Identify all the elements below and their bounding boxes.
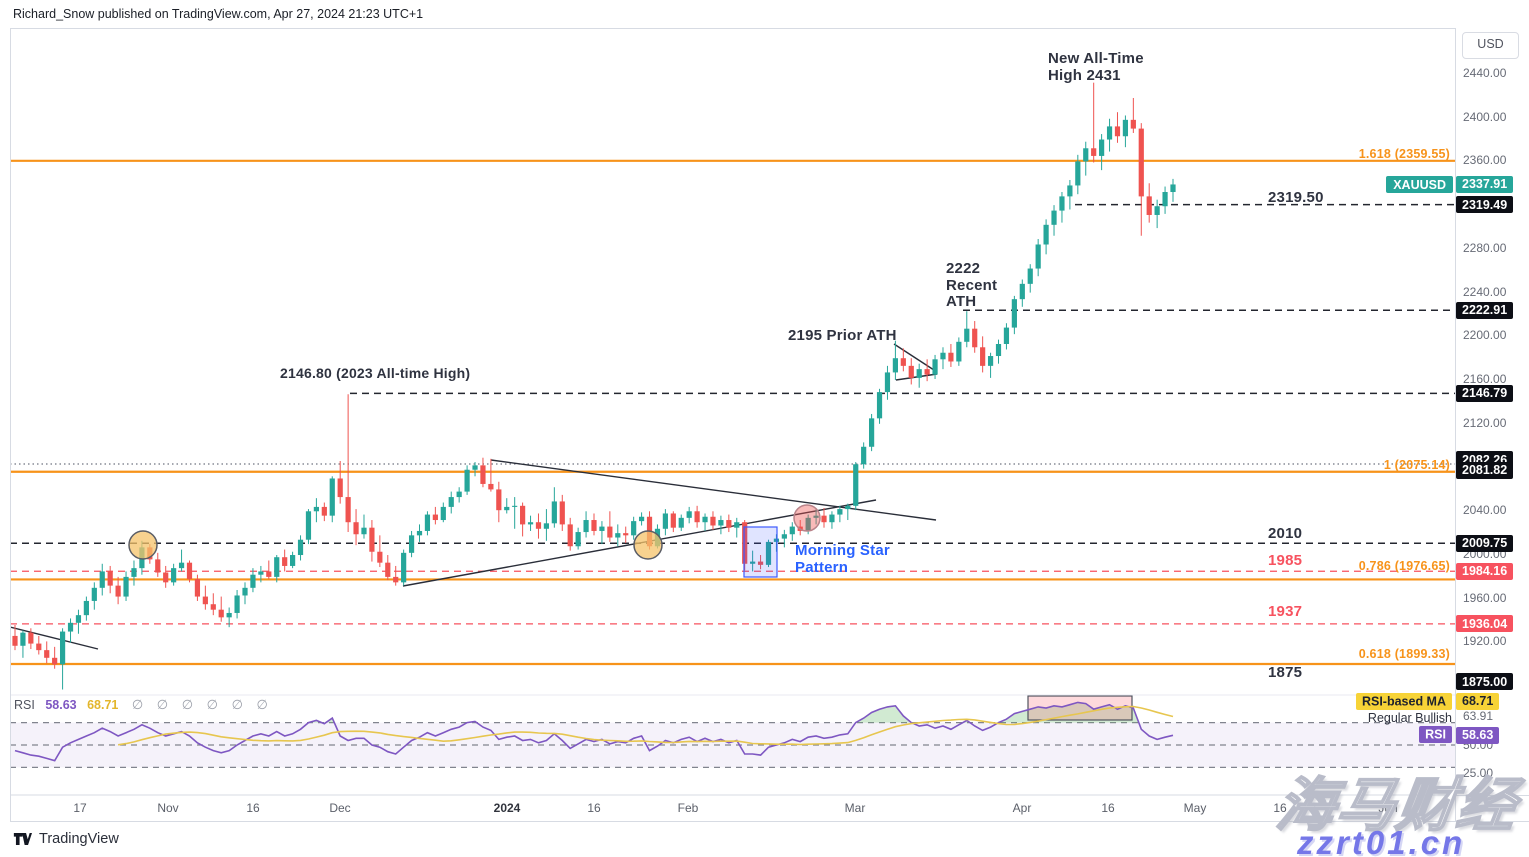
- x-axis-label-Nov[interactable]: Nov: [157, 801, 179, 815]
- annotation-new-ath: New All-Time High 2431: [1048, 50, 1144, 84]
- price-tick: 2240.00: [1463, 284, 1507, 299]
- price-badge-2009.75: 2009.75: [1456, 534, 1514, 552]
- tradingview-logo-icon: [13, 832, 32, 846]
- x-axis-label-Jun[interactable]: Jun: [1378, 801, 1398, 815]
- price-tick: 2440.00: [1463, 65, 1507, 80]
- morning-star-box: [743, 526, 778, 578]
- tradingview-brand[interactable]: TradingView: [39, 831, 119, 847]
- x-axis-label-May[interactable]: May: [1183, 801, 1207, 815]
- chart-plot-area[interactable]: [9, 28, 1455, 822]
- price-tick: 1960.00: [1463, 590, 1507, 605]
- annotation-2319: 2319.50: [1268, 189, 1324, 206]
- rsi-ma-line: [117, 705, 1174, 746]
- rsi-band: [10, 722, 1455, 768]
- annotation-recent-ath: 2222 Recent ATH: [946, 260, 998, 310]
- x-axis-label-16[interactable]: 16: [587, 801, 601, 815]
- published-byline: Richard_Snow published on TradingView.co…: [13, 7, 424, 21]
- x-axis-label-16[interactable]: 16: [1101, 801, 1115, 815]
- highlight-ellipse: [128, 530, 158, 560]
- price-badge-2222.91: 2222.91: [1456, 301, 1514, 319]
- price-badge-1936.04: 1936.04: [1456, 615, 1514, 633]
- price-badge-2146.79: 2146.79: [1456, 384, 1514, 402]
- annotation-1875: 1875: [1268, 664, 1303, 681]
- x-axis-label-Dec[interactable]: Dec: [329, 801, 351, 815]
- annotation-ath-2023: 2146.80 (2023 All-time High): [280, 365, 471, 381]
- breakout-circle: [793, 504, 821, 532]
- x-axis-label-16[interactable]: 16: [1273, 801, 1287, 815]
- fib-label-1618: 1.618 (2359.55): [1358, 147, 1450, 161]
- chart-canvas[interactable]: [9, 28, 1455, 822]
- rsi-ma-label: RSI-based MA: [1355, 692, 1452, 710]
- annotation-1937: 1937: [1268, 603, 1303, 620]
- price-tick: 1920.00: [1463, 634, 1507, 649]
- x-axis-label-17[interactable]: 17: [73, 801, 87, 815]
- annotation-morning-star: Morning Star Pattern: [795, 542, 890, 576]
- price-badge-1984.16: 1984.16: [1456, 562, 1514, 580]
- rsi-overbought-fill: [998, 702, 1139, 723]
- price-badge-2319.49: 2319.49: [1456, 196, 1514, 214]
- price-badge-2081.82: 2081.82: [1456, 461, 1514, 479]
- rsi-value-plain: 63.91: [1463, 709, 1494, 723]
- rsi-value: 58.63: [45, 698, 77, 712]
- candles: [12, 82, 1176, 690]
- rsi-badge-58.63: 58.63: [1456, 726, 1500, 744]
- annotation-2010: 2010: [1268, 525, 1303, 542]
- price-tick: 2360.00: [1463, 153, 1507, 168]
- rsi-title: RSI: [14, 698, 35, 712]
- price-tick: 2160.00: [1463, 371, 1507, 386]
- symbol-badge[interactable]: XAUUSD: [1386, 176, 1453, 193]
- x-axis-label-Feb[interactable]: Feb: [677, 801, 699, 815]
- x-axis-label-2024[interactable]: 2024: [493, 801, 521, 815]
- price-tick: 2040.00: [1463, 503, 1507, 518]
- currency-toggle-button[interactable]: USD: [1462, 32, 1519, 59]
- price-tick: 2200.00: [1463, 328, 1507, 343]
- price-tick: 2280.00: [1463, 240, 1507, 255]
- divergence-label: Regular Bullish: [1367, 711, 1452, 725]
- rsi-ma-value: 68.71: [87, 698, 119, 712]
- x-axis-label-Apr[interactable]: Apr: [1012, 801, 1032, 815]
- price-tick: 2120.00: [1463, 415, 1507, 430]
- chart-border: [10, 28, 1455, 822]
- annotation-1985: 1985: [1268, 552, 1303, 569]
- highlight-ellipse: [633, 530, 663, 560]
- x-axis-label-16[interactable]: 16: [246, 801, 260, 815]
- price-tick: 2400.00: [1463, 109, 1507, 124]
- hidden-source-icons[interactable]: ∅ ∅ ∅ ∅ ∅ ∅: [131, 697, 273, 712]
- x-axis-label-Mar[interactable]: Mar: [844, 801, 866, 815]
- rsi-overbought-fill: [855, 705, 912, 723]
- fib-label-0786: 0.786 (1976.65): [1358, 559, 1450, 573]
- rsi-label: RSI: [1419, 725, 1452, 743]
- rsi-badge-68.71: 68.71: [1456, 692, 1500, 710]
- fib-label-0618: 0.618 (1899.33): [1358, 647, 1450, 661]
- trendlines: [9, 343, 938, 650]
- rsi-pane-header: RSI 58.63 68.71 ∅ ∅ ∅ ∅ ∅ ∅: [14, 697, 273, 713]
- fib-label-1: 1 (2075.14): [1383, 458, 1450, 472]
- price-badge-1875.00: 1875.00: [1456, 673, 1514, 691]
- rsi-tick: 25.00: [1463, 766, 1494, 780]
- footer: TradingView: [13, 831, 119, 847]
- axis-date-separator: [1456, 795, 1529, 796]
- watermark-url: zzrt01.cn: [1297, 824, 1466, 857]
- rsi-line: [14, 701, 1174, 762]
- annotation-prior-ath: 2195 Prior ATH: [788, 327, 897, 344]
- price-badge-2337.91: 2337.91: [1456, 175, 1514, 193]
